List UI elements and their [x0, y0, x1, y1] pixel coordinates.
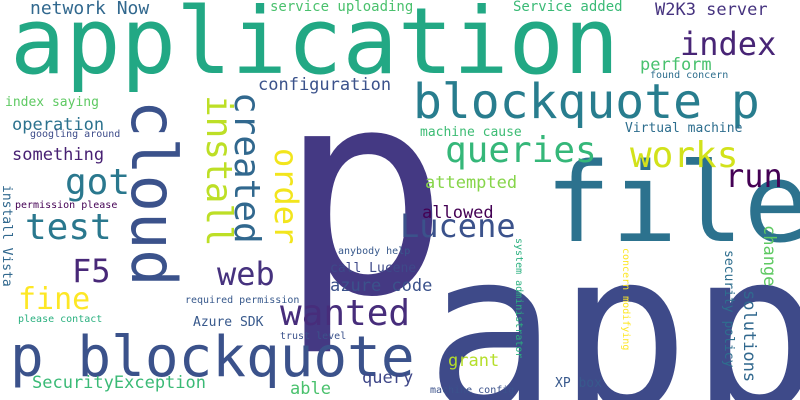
word-p-blockquote: p blockquote [10, 325, 415, 390]
word-application: application [10, 0, 620, 95]
word-network-now: network Now [30, 0, 150, 19]
word-blockquote-p: blockquote p [413, 74, 760, 130]
word-file: file [545, 139, 800, 267]
word-allowed: allowed [422, 203, 494, 223]
word-got: got [65, 162, 131, 203]
word-query: query [362, 368, 414, 388]
word-change: change [759, 225, 779, 287]
word-created: created [226, 92, 267, 244]
word-fine: fine [18, 282, 91, 317]
word-able: able [290, 379, 331, 399]
word-azure-code: azure code [330, 276, 433, 296]
word-w2k3-server: W2K3 server [655, 0, 768, 20]
word-azure-sdk: Azure SDK [193, 315, 264, 330]
word-service-uploading: service uploading [270, 0, 414, 15]
word-required-permission: required permission [185, 295, 300, 306]
word-cloud: cloud [117, 100, 190, 287]
word-virtual-machine: Virtual machine [625, 121, 743, 136]
word-xp-box: XP box [555, 376, 602, 391]
word-index-saying: index saying [5, 95, 99, 110]
word-wanted: wanted [280, 293, 411, 334]
word-grant: grant [448, 351, 500, 371]
word-machine-config: machine config [430, 385, 515, 396]
word-system-administrator: system administrator [513, 238, 524, 359]
word-test: test [25, 207, 112, 248]
word-run: run [725, 157, 783, 195]
word-solutions: solutions [739, 290, 759, 383]
word-service-added: Service added [513, 0, 623, 15]
word-machine-cause: machine cause [420, 125, 522, 140]
word-order: order [267, 148, 305, 245]
word-concern-modifying: concern modifying [620, 248, 631, 351]
word-call-lucene: call Lucene [330, 261, 417, 276]
word-securityexception: SecurityException [32, 373, 206, 393]
word-lucene: Lucene [400, 207, 516, 245]
word-install-vista: install Vista [0, 185, 14, 287]
word-security-policy: security policy [721, 250, 736, 368]
word-f5: F5 [72, 252, 111, 290]
word-index: index [680, 25, 777, 63]
word-p: p [278, 28, 450, 360]
word-app: app [425, 204, 800, 400]
word-operation: operation [12, 115, 105, 135]
word-permission-please: permission please [15, 200, 118, 211]
word-web: web [217, 255, 275, 293]
word-configuration: configuration [258, 75, 392, 95]
word-found-concern: found concern [650, 70, 729, 81]
word-perform: perform [640, 55, 712, 75]
word-install: install [198, 95, 239, 247]
word-works: works [630, 135, 739, 176]
word-anybody-help: anybody help [338, 246, 411, 257]
word-queries: queries [445, 130, 597, 171]
word-attempted: attempted [425, 173, 518, 193]
word-trust-level: trust level [280, 331, 347, 342]
word-googling-around: googling around [30, 129, 121, 140]
word-something: something [12, 145, 105, 165]
word-please-contact: please contact [18, 314, 103, 325]
